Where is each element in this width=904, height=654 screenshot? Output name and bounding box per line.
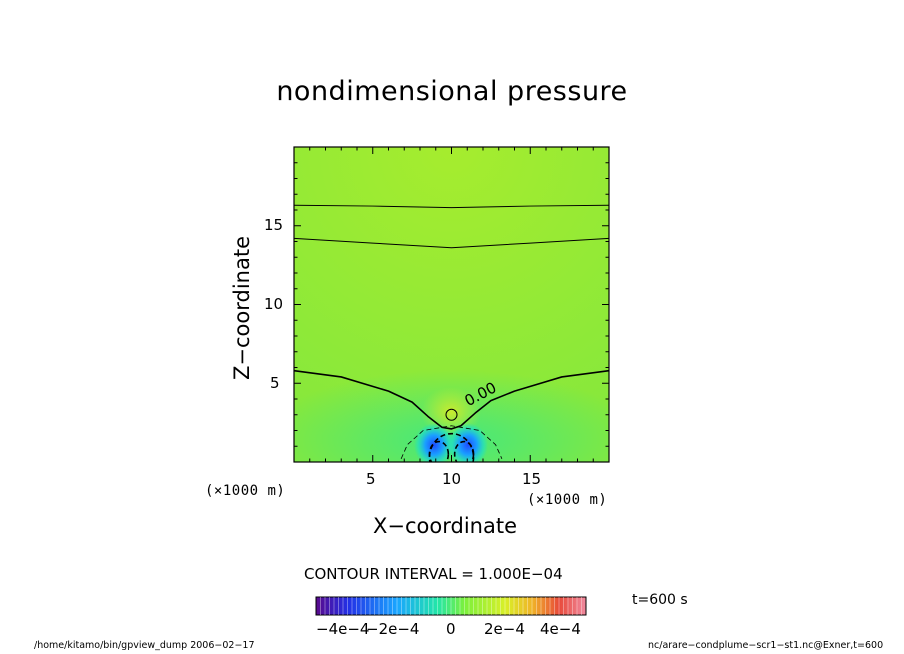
x-tick-label: 10 (442, 470, 462, 488)
y-tick-label: 15 (264, 216, 284, 234)
y-tick-label: 5 (270, 374, 280, 392)
contour-line-0 (294, 204, 609, 209)
x-axis-unit: (×1000 m) (527, 492, 608, 508)
y-axis-unit: (×1000 m) (205, 483, 286, 499)
colorbar-tick-label: −4e−4 (316, 620, 370, 638)
low-pressure-right (448, 423, 488, 462)
contour-line-1 (294, 237, 609, 249)
contour-interval: CONTOUR INTERVAL = 1.000E−04 (304, 565, 563, 583)
axis-ticks (293, 146, 610, 463)
x-tick-label: 15 (522, 470, 542, 488)
colorbar-tick-label: 0 (446, 620, 456, 638)
x-tick-label: 5 (366, 470, 376, 488)
low-pressure-left (414, 423, 454, 462)
y-tick-label: 10 (264, 295, 284, 313)
contour-line-6 (453, 440, 475, 462)
chart-title: nondimensional pressure (276, 76, 628, 107)
contour-line-2 (294, 369, 609, 430)
x-axis-label: X−coordinate (373, 514, 517, 538)
colorbar-levels (320, 597, 582, 615)
colorbar (315, 596, 587, 616)
colorbar-tick-label: −2e−4 (366, 620, 420, 638)
contour-line-7 (400, 425, 503, 460)
contour-line-3 (445, 408, 458, 421)
footer-source: /home/kitamo/bin/gpview_dump 2006−02−17 (34, 640, 255, 651)
colorbar-tick-label: 4e−4 (540, 620, 581, 638)
contour-line-5 (428, 440, 450, 462)
colorbar-tick-label: 2e−4 (484, 620, 525, 638)
contour-lines (294, 204, 609, 462)
y-axis-label: Z−coordinate (230, 236, 254, 380)
time-label: t=600 s (632, 592, 688, 608)
footer-file: nc/arare−condplume−scr1−st1.nc@Exner,t=6… (648, 640, 884, 651)
